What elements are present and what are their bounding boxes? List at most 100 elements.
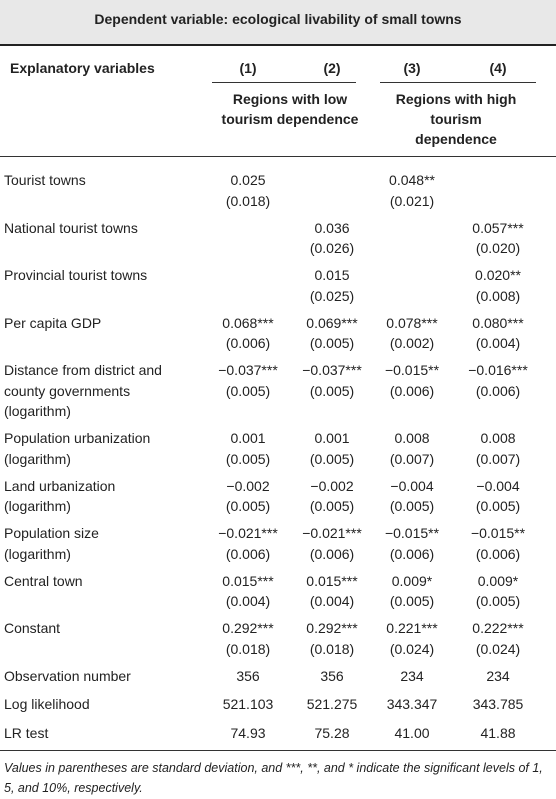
- cell-value: −0.004: [390, 477, 434, 494]
- cell-value: 343.347: [386, 696, 438, 712]
- standard-error: (0.005): [475, 593, 521, 609]
- standard-error: (0.004): [225, 593, 271, 609]
- row-label: (logarithm): [4, 498, 71, 514]
- standard-error: (0.007): [475, 450, 521, 467]
- column-header: (3): [403, 60, 421, 76]
- standard-error: (0.005): [225, 450, 271, 467]
- cell-value: 0.025: [230, 172, 266, 188]
- cell-value: −0.004: [476, 477, 520, 494]
- cell-value: −0.021***: [302, 525, 362, 541]
- cell-value: 0.080***: [472, 314, 524, 331]
- cell-value: 0.036: [314, 219, 350, 236]
- standard-error: (0.006): [225, 335, 271, 351]
- cell-value: 0.057***: [472, 219, 524, 236]
- standard-error: (0.005): [309, 498, 355, 514]
- standard-error: (0.006): [309, 545, 355, 562]
- standard-error: (0.018): [225, 640, 271, 657]
- row-label: Per capita GDP: [4, 314, 102, 331]
- table-title: Dependent variable: ecological livabilit…: [94, 11, 462, 27]
- standard-error: (0.018): [309, 640, 355, 657]
- standard-error: (0.004): [309, 593, 355, 609]
- standard-error: (0.007): [389, 450, 435, 467]
- cell-value: 343.785: [472, 696, 524, 712]
- cell-value: 0.048**: [389, 172, 435, 188]
- cell-value: 521.103: [222, 696, 274, 712]
- row-label: (logarithm): [4, 545, 71, 562]
- cell-value: −0.016***: [468, 362, 528, 378]
- cell-value: 0.009*: [391, 572, 433, 589]
- cell-value: −0.037***: [302, 362, 362, 378]
- standard-error: (0.002): [389, 335, 435, 351]
- cell-value: 0.069***: [306, 314, 358, 331]
- standard-error: (0.005): [309, 450, 355, 467]
- standard-error: (0.018): [225, 192, 271, 209]
- row-label: (logarithm): [4, 403, 71, 419]
- cell-value: 521.275: [306, 696, 358, 712]
- cell-value: −0.037***: [218, 362, 278, 378]
- footnote: Values in parentheses are standard devia…: [4, 761, 543, 795]
- standard-error: (0.006): [389, 545, 435, 562]
- column-header: (1): [239, 60, 257, 76]
- cell-value: 0.015: [314, 267, 350, 283]
- standard-error: (0.020): [475, 240, 521, 256]
- cell-value: 0.292***: [306, 620, 358, 636]
- cell-value: 0.001: [230, 430, 266, 446]
- cell-value: −0.002: [310, 477, 354, 494]
- cell-value: 356: [236, 667, 260, 684]
- rule: [0, 44, 556, 46]
- row-label: (logarithm): [4, 450, 71, 467]
- standard-error: (0.008): [475, 287, 521, 304]
- title-band: [0, 0, 556, 44]
- row-label: National tourist towns: [4, 219, 138, 236]
- cell-value: 0.015***: [222, 572, 274, 589]
- cell-value: 234: [486, 667, 510, 684]
- row-label: Population size: [4, 525, 99, 541]
- cell-value: 75.28: [314, 724, 350, 741]
- cell-value: 0.008: [394, 430, 430, 446]
- rule: [0, 750, 556, 751]
- row-label: Constant: [4, 620, 61, 636]
- standard-error: (0.006): [475, 382, 521, 399]
- row-label: Log likelihood: [4, 696, 90, 712]
- cell-value: 0.009*: [477, 572, 519, 589]
- rule: [212, 82, 356, 83]
- rule: [380, 82, 536, 83]
- row-label: Tourist towns: [4, 172, 86, 188]
- cell-value: 0.078***: [386, 314, 438, 331]
- standard-error: (0.005): [389, 498, 435, 514]
- standard-error: (0.006): [389, 382, 435, 399]
- standard-error: (0.005): [225, 498, 271, 514]
- standard-error: (0.005): [309, 335, 355, 351]
- cell-value: 41.88: [480, 724, 516, 741]
- row-label: Observation number: [4, 667, 131, 684]
- cell-value: 74.93: [230, 724, 266, 741]
- cell-value: 234: [400, 667, 424, 684]
- row-header: Explanatory variables: [10, 60, 155, 76]
- cell-value: 356: [320, 667, 344, 684]
- row-label: county governments: [4, 382, 131, 399]
- standard-error: (0.004): [475, 335, 521, 351]
- cell-value: 0.068***: [222, 314, 274, 331]
- row-label: LR test: [4, 724, 49, 741]
- standard-error: (0.005): [309, 382, 355, 399]
- cell-value: 0.221***: [386, 620, 438, 636]
- column-header: (2): [323, 60, 341, 76]
- rule: [0, 156, 556, 157]
- cell-value: 0.292***: [222, 620, 274, 636]
- cell-value: 0.008: [480, 430, 516, 446]
- row-label: Provincial tourist towns: [4, 267, 148, 283]
- cell-value: −0.015**: [384, 525, 440, 541]
- cell-value: 41.00: [394, 724, 430, 741]
- standard-error: (0.024): [475, 640, 521, 657]
- row-label: Land urbanization: [4, 477, 116, 494]
- standard-error: (0.005): [225, 382, 271, 399]
- cell-value: 0.222***: [472, 620, 524, 636]
- cell-value: −0.021***: [218, 525, 278, 541]
- group-header: Regions with high tourism dependence: [395, 91, 517, 147]
- standard-error: (0.021): [389, 192, 435, 209]
- cell-value: 0.020**: [475, 267, 521, 283]
- standard-error: (0.024): [389, 640, 435, 657]
- column-header: (4): [489, 60, 507, 76]
- cell-value: −0.015**: [470, 525, 526, 541]
